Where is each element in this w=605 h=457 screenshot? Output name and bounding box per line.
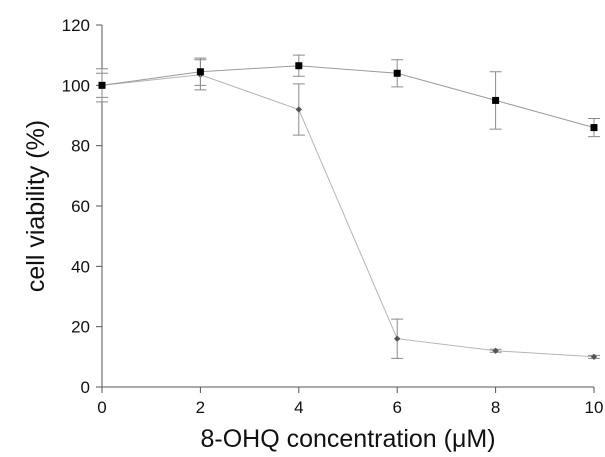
series-layer — [96, 54, 600, 361]
y-tick-label: 20 — [71, 318, 90, 337]
data-point-diamond — [295, 106, 302, 113]
data-point-square — [590, 124, 598, 132]
tick-labels: 0 20 40 60 80 100 120 0 2 4 6 8 10 — [62, 16, 604, 417]
data-point-diamond — [590, 353, 598, 361]
y-tick-label: 40 — [71, 257, 90, 276]
data-point-square — [492, 96, 500, 104]
y-tick-label: 0 — [81, 378, 90, 397]
data-point-square — [393, 69, 401, 77]
x-tick-label: 0 — [97, 398, 106, 417]
data-point-square — [295, 62, 303, 70]
y-tick-label: 100 — [62, 76, 90, 95]
x-tick-label: 6 — [392, 398, 401, 417]
data-point-diamond — [394, 335, 401, 342]
ticks — [96, 24, 595, 393]
series-1-line — [101, 65, 595, 129]
y-tick-label: 120 — [62, 16, 90, 35]
series-2-line — [101, 74, 595, 358]
y-axis-title: cell viability (%) — [22, 120, 50, 292]
x-tick-label: 8 — [491, 398, 500, 417]
series-1 — [96, 54, 600, 138]
x-axis-title: 8-OHQ concentration (μM) — [200, 425, 495, 453]
axes — [101, 25, 594, 388]
x-tick-label: 10 — [585, 398, 604, 417]
data-point-diamond — [492, 347, 499, 354]
data-point-square — [98, 81, 106, 89]
x-tick-label: 2 — [196, 398, 205, 417]
y-tick-label: 80 — [71, 137, 90, 156]
y-tick-label: 60 — [71, 197, 90, 216]
x-tick-label: 4 — [294, 398, 303, 417]
series-2 — [96, 59, 600, 361]
data-point-square — [196, 68, 204, 76]
